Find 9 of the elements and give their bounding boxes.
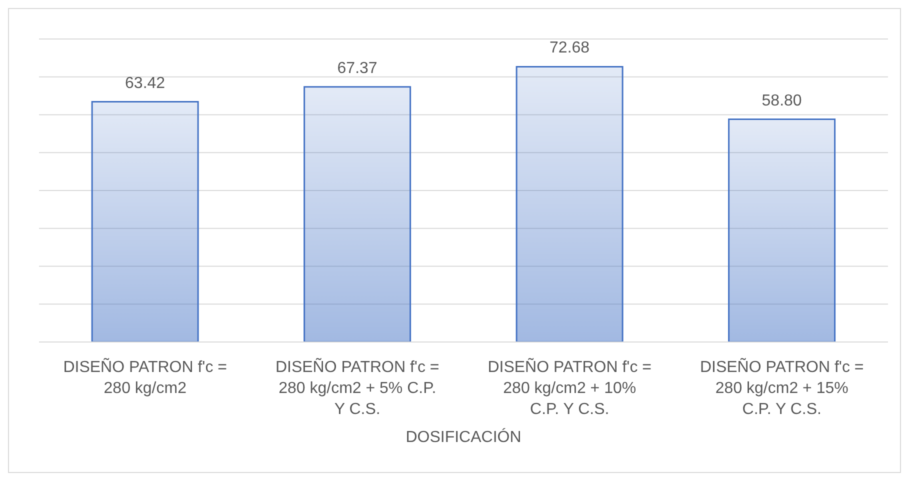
data-label: 72.68 (550, 40, 590, 57)
data-label: 67.37 (337, 60, 378, 77)
x-tick-label: DISEÑO PATRON f'c = 280 kg/cm2 + 10% C.P. Y C.S. (488, 357, 652, 418)
x-tick-label: DISEÑO PATRON f'c = 280 kg/cm2 (63, 357, 228, 397)
data-label: 63.42 (125, 74, 166, 92)
x-axis-title: DOSIFICACIÓN (406, 428, 522, 446)
data-label: 58.80 (762, 92, 802, 110)
x-tick-label: DISEÑO PATRON f'c = 280 kg/cm2 + 15% C.P. Y C.S. (700, 357, 864, 418)
x-tick-label: DISEÑO PATRON f'c = 280 kg/cm2 + 5% C.P. Y C.S. (275, 357, 440, 418)
